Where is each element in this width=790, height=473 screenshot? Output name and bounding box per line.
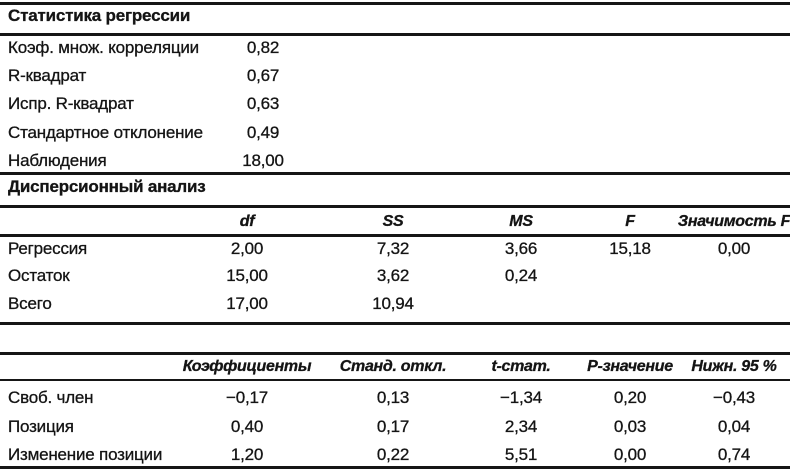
table-row: Регрессия 2,00 7,32 3,66 15,18 0,00 — [0, 235, 790, 263]
rule-under-anova-header — [0, 234, 790, 237]
cell-df: 17,00 — [226, 294, 268, 313]
stat-label: R-квадрат — [8, 65, 87, 85]
cell-coefficient: 1,20 — [230, 445, 264, 464]
cell-t-stat: 5,51 — [504, 445, 538, 464]
column-header-ss: SS — [382, 213, 404, 230]
coefficients-header-row: Коэффициенты Станд. откл. t-стат. P-знач… — [0, 353, 790, 381]
table-row: Своб. член −0,17 0,13 −1,34 0,20 −0,43 — [0, 384, 790, 412]
cell-std-error: 0,13 — [376, 388, 410, 407]
column-header-f: F — [625, 213, 635, 230]
stat-value: 0,49 — [246, 122, 280, 142]
table-row: Стандартное отклонение 0,49 — [0, 119, 790, 147]
row-label: Регрессия — [8, 239, 88, 258]
rule-coefficients-top — [0, 352, 790, 355]
cell-p-value: 0,00 — [613, 445, 647, 464]
cell-lower-95: −0,43 — [712, 388, 756, 407]
cell-p-value: 0,03 — [613, 416, 647, 436]
rule-anova-bottom — [0, 322, 790, 325]
column-header-significance-f: Значимость F — [677, 213, 790, 230]
section-title-anova: Дисперсионный анализ — [8, 176, 206, 196]
table-row: Испр. R-квадрат 0,63 — [0, 90, 790, 118]
stat-value: 0,82 — [246, 38, 280, 57]
cell-t-stat: 2,34 — [504, 416, 538, 436]
stat-label: Наблюдения — [8, 151, 107, 170]
rule-under-coefficients-header — [0, 378, 790, 382]
column-header-std-error: Станд. откл. — [339, 358, 447, 375]
cell-ss: 10,94 — [372, 294, 414, 313]
table-row: Всего 17,00 10,94 — [0, 290, 790, 318]
column-header-df: df — [239, 213, 255, 230]
row-label: Всего — [8, 294, 52, 313]
row-label: Остаток — [8, 266, 70, 285]
cell-coefficient: 0,40 — [230, 416, 264, 436]
cell-f: 15,18 — [609, 239, 651, 258]
cell-t-stat: −1,34 — [499, 388, 543, 407]
stat-value: 18,00 — [242, 151, 284, 170]
cell-std-error: 0,17 — [376, 416, 410, 436]
stat-value: 0,63 — [246, 94, 280, 113]
row-label: Изменение позиции — [8, 445, 163, 464]
stat-label: Стандартное отклонение — [8, 122, 203, 142]
table-row: Наблюдения 18,00 — [0, 147, 790, 175]
cell-ms: 3,66 — [504, 239, 538, 258]
cell-sig-f: 0,00 — [717, 239, 751, 258]
column-header-lower-95: Нижн. 95 % — [691, 358, 777, 375]
cell-ms: 0,24 — [504, 266, 538, 285]
rule-bottom — [0, 466, 790, 469]
table-row: Позиция 0,40 0,17 2,34 0,03 0,04 — [0, 413, 790, 441]
section-title-regression-statistics: Статистика регрессии — [8, 6, 191, 25]
stat-label: Коэф. множ. корреляции — [8, 38, 199, 57]
row-label: Позиция — [8, 416, 74, 436]
cell-coefficient: −0,17 — [225, 388, 269, 407]
cell-df: 15,00 — [226, 266, 268, 285]
table-row: Остаток 15,00 3,62 0,24 — [0, 262, 790, 290]
rule-stats-bottom — [0, 172, 790, 175]
table-row: R-квадрат 0,67 — [0, 62, 790, 90]
anova-header-row: df SS MS F Значимость F — [0, 208, 790, 236]
table-row: Коэф. множ. корреляции 0,82 — [0, 34, 790, 62]
table-row: Изменение позиции 1,20 0,22 5,51 0,00 0,… — [0, 441, 790, 469]
cell-std-error: 0,22 — [376, 445, 410, 464]
cell-ss: 7,32 — [376, 239, 410, 258]
cell-lower-95: 0,04 — [717, 416, 751, 436]
rule-top — [0, 2, 790, 5]
column-header-t-stat: t-стат. — [491, 358, 551, 375]
row-label: Своб. член — [8, 388, 94, 407]
stat-value: 0,67 — [246, 65, 280, 85]
column-header-ms: MS — [509, 213, 533, 230]
cell-lower-95: 0,74 — [717, 445, 751, 464]
rule-under-stats-title — [0, 33, 790, 36]
stat-label: Испр. R-квадрат — [8, 94, 134, 113]
column-header-coefficients: Коэффициенты — [182, 358, 312, 375]
rule-under-anova-title — [0, 205, 790, 208]
cell-ss: 3,62 — [376, 266, 410, 285]
cell-p-value: 0,20 — [613, 388, 647, 407]
cell-df: 2,00 — [230, 239, 264, 258]
column-header-p-value: P-значение — [587, 358, 673, 375]
